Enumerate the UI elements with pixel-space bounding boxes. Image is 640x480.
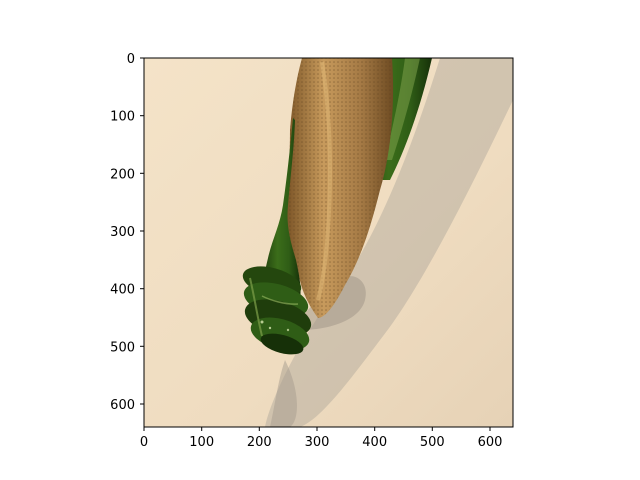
y-tick-label: 500	[110, 340, 135, 355]
y-tick-label: 600	[110, 398, 135, 413]
bottle-shadow	[265, 58, 513, 427]
x-tick-label: 200	[247, 435, 272, 450]
x-tick-label: 600	[478, 435, 503, 450]
axes-frame	[143, 57, 514, 428]
bottle-shadow-3	[270, 360, 297, 427]
bottle-foil-texture	[285, 58, 394, 318]
x-tick-label: 0	[140, 435, 148, 450]
bottle-foil-highlight	[316, 61, 332, 301]
bottle-glass-reflection	[385, 58, 420, 160]
x-tick-label: 100	[189, 435, 214, 450]
y-tick-label: 200	[110, 167, 135, 182]
photo	[144, 58, 513, 427]
y-tick-label: 100	[110, 110, 135, 125]
bottle-lip	[242, 266, 312, 355]
x-tick-label: 500	[420, 435, 445, 450]
x-tick-label: 300	[305, 435, 330, 450]
x-axis: 0 100 200 300 400 500 600	[140, 427, 503, 450]
x-tick-label: 400	[362, 435, 387, 450]
y-axis: 0 100 200 300 400 500 600	[110, 52, 144, 413]
y-tick-label: 400	[110, 283, 135, 298]
bottle-glass-neck	[262, 118, 301, 300]
y-tick-label: 0	[127, 52, 135, 67]
y-tick-label: 300	[110, 225, 135, 240]
